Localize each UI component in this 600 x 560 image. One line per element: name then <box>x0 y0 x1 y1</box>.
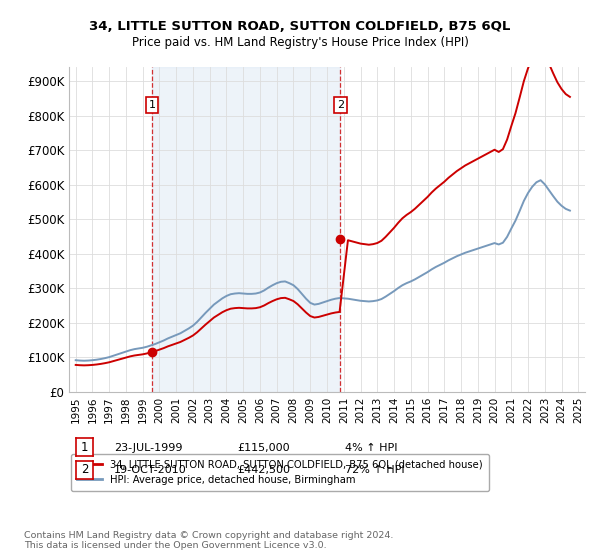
Legend: 34, LITTLE SUTTON ROAD, SUTTON COLDFIELD, B75 6QL (detached house), HPI: Average: 34, LITTLE SUTTON ROAD, SUTTON COLDFIELD… <box>71 454 489 491</box>
Text: 2: 2 <box>81 463 88 477</box>
Text: 34, LITTLE SUTTON ROAD, SUTTON COLDFIELD, B75 6QL: 34, LITTLE SUTTON ROAD, SUTTON COLDFIELD… <box>89 20 511 32</box>
Text: 1: 1 <box>81 441 88 454</box>
Text: £442,500: £442,500 <box>237 465 290 475</box>
Text: 72% ↑ HPI: 72% ↑ HPI <box>345 465 404 475</box>
Text: 1: 1 <box>149 100 155 110</box>
Text: £115,000: £115,000 <box>237 443 290 453</box>
Bar <box>152 67 340 392</box>
Text: Price paid vs. HM Land Registry's House Price Index (HPI): Price paid vs. HM Land Registry's House … <box>131 36 469 49</box>
Text: 4% ↑ HPI: 4% ↑ HPI <box>345 443 398 453</box>
Text: Contains HM Land Registry data © Crown copyright and database right 2024.
This d: Contains HM Land Registry data © Crown c… <box>24 530 394 550</box>
Text: 2: 2 <box>337 100 344 110</box>
Text: 23-JUL-1999: 23-JUL-1999 <box>114 443 182 453</box>
Text: 19-OCT-2010: 19-OCT-2010 <box>114 465 187 475</box>
